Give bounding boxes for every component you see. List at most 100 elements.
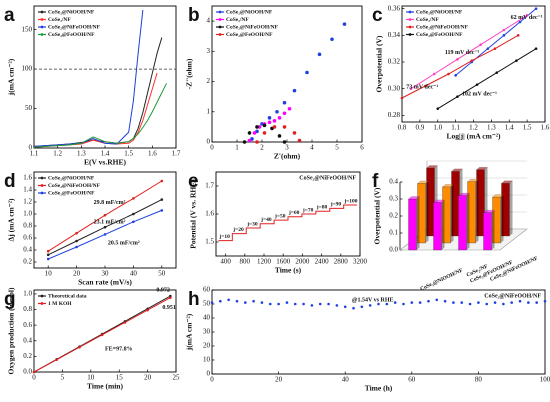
data-point [493, 301, 497, 304]
y-tick-label: 0.6 [23, 234, 32, 242]
series-line [218, 204, 357, 242]
y-tick-label: 40 [203, 314, 211, 322]
y-axis-label: Oxygen production (mmol) [7, 287, 16, 374]
y-tick-label: 0.4 [23, 246, 32, 254]
legend-label: CoSe₂@NiOOH/NF [226, 9, 273, 15]
y-tick-label: 30 [203, 328, 211, 336]
annotation: j=10 [218, 234, 230, 240]
data-point [352, 306, 355, 310]
data-point [75, 239, 78, 243]
annotation: FE=97.8% [105, 346, 133, 352]
bar [408, 196, 420, 251]
x-tick-label: 4 [310, 144, 314, 152]
annotation: 73 mV dec⁻¹ [406, 85, 438, 91]
annotation: @1.54V vs RHE [352, 297, 394, 303]
data-point [534, 7, 538, 10]
data-point [385, 302, 389, 306]
data-point [427, 299, 430, 303]
x-tick-label: 1.3 [77, 150, 86, 158]
legend-marker [40, 184, 44, 187]
legend-label: 1 M KOH [48, 301, 72, 307]
data-point [247, 131, 252, 135]
y-tick-label: 1 [207, 107, 211, 115]
x-axis-label: E(V vs.RHE) [84, 158, 126, 167]
bar [433, 199, 445, 251]
data-point [477, 301, 480, 304]
y-axis-label: Δj (mA cm⁻²) [7, 198, 16, 241]
data-point [282, 111, 287, 116]
y-tick-label: 100 [22, 65, 33, 73]
data-point [55, 358, 59, 361]
data-point [447, 72, 450, 76]
legend-label: CoSe₂@NiFeOOH/NF [48, 24, 101, 30]
x-axis-label: Time (s) [275, 266, 302, 275]
x-tick-label: 1.4 [101, 150, 110, 158]
y-tick-label: 0.4 [23, 336, 32, 344]
x-tick-label: 1.5 [523, 124, 532, 132]
bar-front [408, 198, 417, 251]
x-tick-label: 1.2 [469, 124, 478, 132]
series-line [410, 14, 528, 90]
data-point [255, 125, 259, 129]
bar-side [466, 193, 470, 250]
legend-marker [40, 33, 44, 36]
legend-marker [218, 33, 222, 36]
legend-label: CoSe₂@FeOOH/NF [48, 32, 95, 38]
x-tick-label: 2 [260, 144, 264, 152]
data-point [75, 245, 78, 249]
x-tick-label: 20 [73, 270, 81, 278]
data-point [302, 302, 305, 306]
y-tick-label: 3 [207, 47, 211, 55]
data-point [292, 88, 297, 93]
data-point [78, 345, 81, 349]
x-axis-label: Scan rate (mV/s) [78, 278, 132, 287]
data-point [292, 131, 297, 135]
data-point [410, 301, 414, 304]
data-point [534, 47, 538, 50]
data-point [100, 333, 104, 337]
x-tick-label: 1.1 [451, 124, 460, 132]
data-point [132, 212, 135, 216]
y-axis-label: Overpotential (V) [375, 35, 384, 92]
x-tick-label: 1600 [276, 258, 291, 266]
data-point [454, 74, 457, 77]
data-point [242, 140, 247, 144]
data-point [317, 52, 322, 57]
series-line [437, 48, 537, 110]
data-point [452, 301, 455, 304]
data-point [460, 301, 464, 304]
data-point [423, 84, 427, 88]
data-point [146, 308, 149, 312]
legend-marker [40, 25, 44, 29]
data-point [468, 302, 472, 306]
y-tick-label: 1.4 [23, 186, 32, 194]
bar-side [425, 181, 429, 243]
panel-label: a [4, 5, 15, 26]
y-tick-label: 50 [203, 300, 211, 308]
panel-label: f [372, 171, 379, 192]
y-tick-label: 0.8 [23, 305, 32, 313]
x-tick-label: 15 [116, 374, 124, 382]
data-point [342, 22, 347, 26]
y-tick-label: 50 [25, 104, 33, 112]
legend-marker [40, 191, 44, 195]
y-tick-label: 0.36 [388, 4, 401, 12]
data-point [343, 305, 347, 309]
y-tick-label: 1.5 [205, 238, 214, 246]
data-point [210, 301, 214, 304]
data-point [287, 106, 292, 111]
y-tick-label: 4 [207, 17, 211, 25]
annotation: j=20 [232, 227, 244, 233]
data-point [305, 70, 309, 75]
data-point [103, 225, 107, 229]
plot-frame [211, 289, 546, 375]
data-point [409, 87, 413, 90]
x-tick-label: 2400 [315, 258, 330, 266]
data-point [257, 125, 262, 129]
x-tick-label: 60 [408, 376, 416, 384]
x-tick-label: 0 [210, 144, 214, 152]
data-point [46, 257, 50, 261]
series-line [33, 37, 163, 147]
series-line [33, 9, 144, 147]
